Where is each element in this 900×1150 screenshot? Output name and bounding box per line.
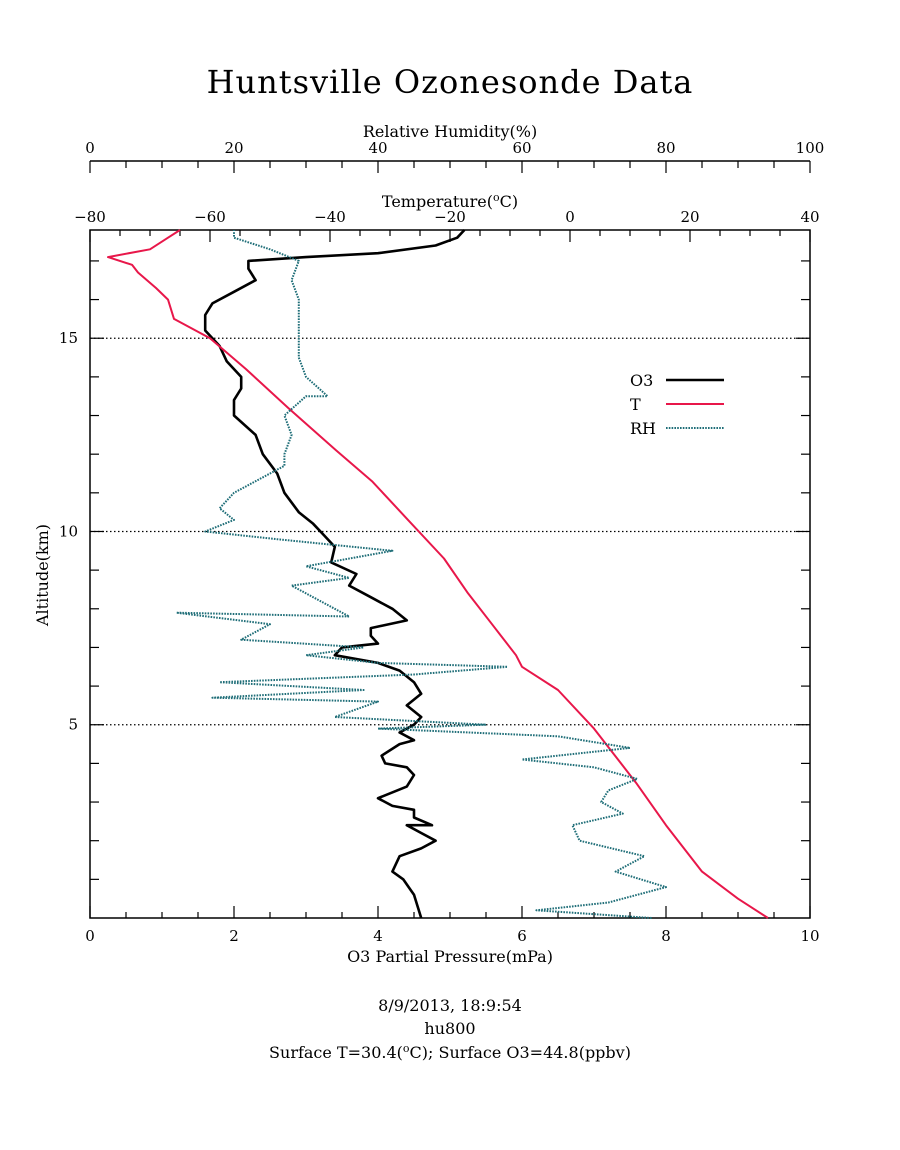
- humidity-tick-label: 0: [85, 139, 95, 157]
- series-layer: [107, 229, 769, 919]
- ozone-tick-label: 0: [85, 927, 95, 945]
- humidity-tick-label: 80: [656, 139, 675, 157]
- ozone-tick-label: 6: [517, 927, 527, 945]
- legend-label-t: T: [630, 395, 641, 414]
- frame-ticks: [89, 230, 811, 918]
- legend-label-o3: O3: [630, 371, 653, 390]
- altitude-tick-label: 10: [59, 522, 78, 540]
- humidity-axis: 0 20 40 60 80 100: [85, 139, 824, 173]
- temperature-tick-label: −60: [194, 208, 226, 226]
- station-id: hu800: [424, 1019, 475, 1038]
- humidity-axis-title: Relative Humidity(%): [363, 122, 537, 141]
- altitude-axis: 5 10 15: [59, 329, 78, 734]
- series-line-rh: [175, 230, 667, 919]
- temperature-tick-label: −20: [434, 208, 466, 226]
- ozone-tick-label: 2: [229, 927, 239, 945]
- legend-label-rh: RH: [630, 419, 656, 438]
- humidity-tick-label: 100: [796, 139, 825, 157]
- chart-title: Huntsville Ozonesonde Data: [207, 63, 694, 101]
- altitude-tick-label: 5: [68, 716, 78, 734]
- humidity-tick-label: 20: [224, 139, 243, 157]
- altitude-gridlines: [90, 337, 810, 726]
- ozone-tick-label: 10: [800, 927, 819, 945]
- temperature-axis-title-end: C): [500, 192, 518, 211]
- legend: O3 T RH: [630, 371, 724, 438]
- surface-summary: Surface T=30.4(oC); Surface O3=44.8(ppbv…: [269, 1042, 631, 1062]
- temperature-axis-title: Temperature(oC): [382, 191, 518, 211]
- temperature-tick-label: −80: [74, 208, 106, 226]
- temperature-axis: −80 −60 −40 −20 0 20 40: [74, 208, 819, 226]
- date-line: 8/9/2013, 18:9:54: [378, 996, 522, 1015]
- ozone-tick-label: 8: [661, 927, 671, 945]
- surface-summary-sup: o: [403, 1042, 410, 1055]
- surface-summary-prefix: Surface T=30.4(: [269, 1043, 403, 1062]
- altitude-axis-title: Altitude(km): [33, 524, 52, 627]
- temperature-tick-label: −40: [314, 208, 346, 226]
- temperature-tick-label: 0: [565, 208, 575, 226]
- temperature-tick-label: 40: [800, 208, 819, 226]
- series-line-t: [107, 229, 769, 919]
- plot-frame: [89, 229, 811, 919]
- series-line-o3: [203, 229, 466, 919]
- temperature-axis-title-main: Temperature(: [382, 192, 493, 211]
- ozone-axis-title: O3 Partial Pressure(mPa): [347, 947, 553, 966]
- humidity-tick-label: 40: [368, 139, 387, 157]
- altitude-tick-label: 15: [59, 329, 78, 347]
- humidity-tick-label: 60: [512, 139, 531, 157]
- temperature-tick-label: 20: [680, 208, 699, 226]
- surface-summary-suffix: C); Surface O3=44.8(ppbv): [410, 1043, 631, 1062]
- temperature-axis-title-sup: o: [493, 191, 500, 204]
- ozone-axis: 0 2 4 6 8 10: [85, 927, 819, 945]
- ozone-tick-label: 4: [373, 927, 383, 945]
